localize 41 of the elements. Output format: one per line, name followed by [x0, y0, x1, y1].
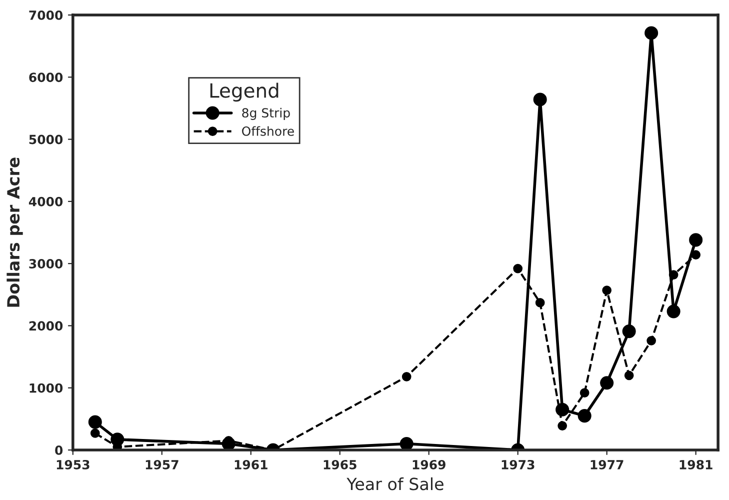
x-tick-label: 1953 — [56, 460, 90, 470]
point — [533, 92, 547, 106]
point — [535, 298, 545, 308]
legend-title: Legend — [210, 82, 278, 102]
point — [580, 388, 590, 398]
y-tick-label: 4000 — [28, 196, 63, 206]
x-tick-label: 1981 — [680, 460, 712, 470]
point — [578, 409, 592, 423]
y-tick-label: 1000 — [30, 383, 63, 393]
y-tick-label: 7000 — [29, 10, 63, 20]
legend-label: 8g Strip — [242, 108, 290, 120]
point — [666, 304, 680, 318]
point — [600, 376, 614, 390]
x-tick-label: 1973 — [502, 460, 534, 470]
point — [602, 286, 612, 295]
x-tick-label: 1977 — [590, 460, 624, 470]
point — [622, 324, 636, 338]
point — [644, 26, 658, 40]
y-tick-label: 5000 — [29, 134, 63, 144]
y-tick-label: 6000 — [29, 72, 63, 82]
x-tick-label: 1957 — [146, 460, 178, 470]
point — [624, 370, 634, 380]
point — [668, 270, 678, 280]
point — [646, 336, 656, 346]
point — [402, 372, 412, 382]
x-tick-label: 1969 — [412, 460, 446, 470]
point — [689, 233, 703, 247]
x-axis-title: Year of Sale — [346, 477, 444, 490]
point — [558, 421, 568, 430]
legend-label: Offshore — [242, 126, 294, 136]
point — [88, 415, 102, 429]
x-tick-label: 1965 — [324, 460, 356, 470]
x-tick-label: 1961 — [234, 460, 268, 470]
point — [513, 264, 523, 274]
y-tick-label: 2000 — [29, 321, 63, 331]
y-tick-label: 3000 — [29, 259, 63, 268]
point — [691, 250, 701, 260]
point — [400, 437, 414, 450]
point — [90, 428, 100, 438]
y-axis-title: Dollars per Acre — [6, 158, 23, 307]
y-tick-label: 0 — [55, 445, 63, 455]
